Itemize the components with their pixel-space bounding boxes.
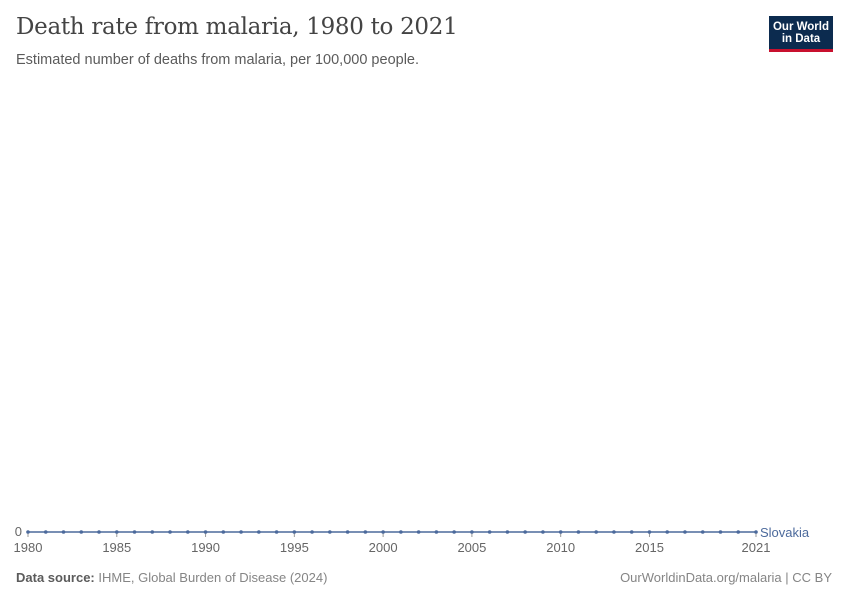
data-point xyxy=(416,530,421,534)
data-point xyxy=(576,530,581,534)
x-tick-label: 2021 xyxy=(742,540,771,555)
data-point xyxy=(186,530,190,534)
x-tick-label: 2010 xyxy=(546,540,575,555)
data-point xyxy=(150,530,155,534)
data-point xyxy=(257,530,261,534)
data-point xyxy=(470,530,474,534)
x-tick-label: 2005 xyxy=(457,540,486,555)
data-point xyxy=(43,530,48,534)
data-point xyxy=(132,530,137,534)
data-point xyxy=(168,530,172,534)
chart-title: Death rate from malaria, 1980 to 2021 xyxy=(16,14,458,40)
data-point xyxy=(612,530,616,534)
data-point xyxy=(292,530,297,534)
y-tick-label: 0 xyxy=(15,524,22,539)
data-point xyxy=(328,530,332,534)
owid-logo[interactable]: Our World in Data xyxy=(769,16,833,52)
x-tick-label: 1995 xyxy=(280,540,309,555)
x-tick-label: 1990 xyxy=(191,540,220,555)
data-point xyxy=(26,530,30,534)
data-point xyxy=(754,530,758,534)
data-point xyxy=(345,530,350,534)
data-point xyxy=(736,530,741,534)
data-point xyxy=(718,530,723,534)
data-point xyxy=(505,530,510,534)
data-point xyxy=(79,530,84,534)
data-point xyxy=(700,530,705,534)
data-point xyxy=(434,530,439,534)
x-tick-label: 1985 xyxy=(102,540,131,555)
data-point xyxy=(558,530,563,534)
x-tick-label: 2000 xyxy=(369,540,398,555)
data-point xyxy=(114,530,119,534)
data-point xyxy=(399,530,403,534)
data-point xyxy=(683,530,687,534)
data-point xyxy=(647,530,652,534)
data-point xyxy=(221,530,226,534)
data-point xyxy=(381,530,385,534)
series-label: Slovakia xyxy=(760,525,810,540)
data-point xyxy=(274,530,279,534)
data-point xyxy=(97,530,101,534)
data-point xyxy=(487,530,492,534)
source-link[interactable]: OurWorldinData.org/malaria | CC BY xyxy=(620,570,832,585)
data-point xyxy=(452,530,456,534)
data-point xyxy=(61,530,66,534)
data-point xyxy=(310,530,314,534)
data-point xyxy=(629,530,634,534)
data-point xyxy=(665,530,670,534)
data-source: Data source: IHME, Global Burden of Dise… xyxy=(16,570,328,585)
x-tick-label: 2015 xyxy=(635,540,664,555)
data-point xyxy=(523,530,527,534)
x-tick-label: 1980 xyxy=(14,540,43,555)
data-point xyxy=(363,530,368,534)
data-point xyxy=(203,530,208,534)
data-point xyxy=(239,530,243,534)
chart-subtitle: Estimated number of deaths from malaria,… xyxy=(16,52,420,68)
data-point xyxy=(541,530,545,534)
data-point xyxy=(594,530,598,534)
